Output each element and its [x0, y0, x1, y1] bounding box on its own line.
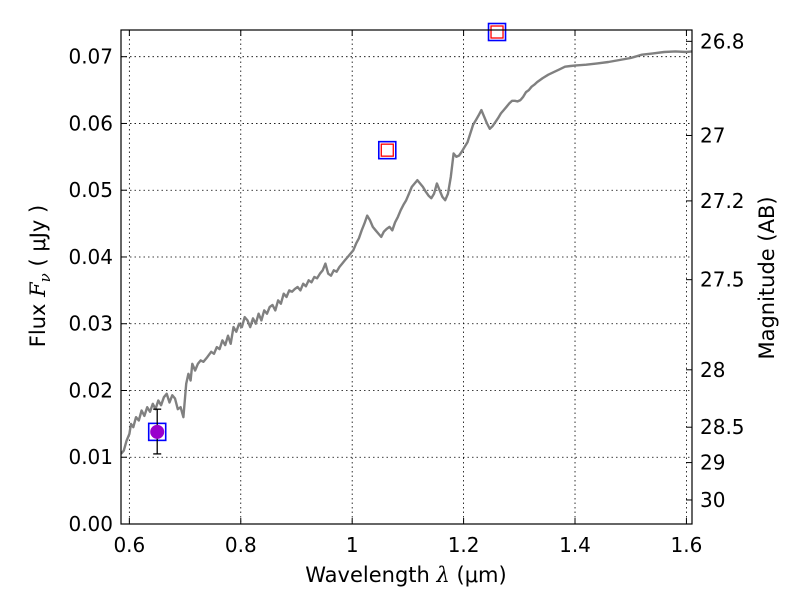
y2-tick-label: 30: [700, 488, 725, 512]
y-tick-label: 0.05: [68, 178, 113, 202]
x-tick-label: 1.6: [671, 533, 703, 557]
y-axis-label-units: ( μJy ): [26, 205, 50, 273]
x-tick-label: 0.6: [113, 533, 145, 557]
y-axis-label: Flux Fν ( μJy ): [26, 205, 54, 347]
y-tick-label: 0.01: [68, 445, 113, 469]
y-tick-label: 0.00: [68, 512, 113, 536]
y-tick-label: 0.02: [68, 378, 113, 402]
y2-tick-label: 29: [700, 451, 725, 475]
y-tick-label: 0.04: [68, 245, 113, 269]
blue-square-marker: [487, 22, 507, 42]
plot-frame: [120, 29, 693, 525]
x-axis-label-symbol: λ: [436, 563, 450, 587]
x-axis-label: Wavelength λ (μm): [305, 563, 506, 587]
y-axis-label-symbol: F: [26, 281, 50, 298]
model-spectrum-line: [121, 50, 692, 455]
x-tick-label: 1.4: [559, 533, 591, 557]
y2-tick-label: 27: [700, 123, 725, 147]
y2-tick-label: 28: [700, 358, 725, 382]
axis-ticks: [121, 30, 692, 525]
x-axis-label-units: (μm): [450, 563, 507, 587]
y2-axis-label: Magnitude (AB): [755, 196, 779, 359]
red-square-marker: [380, 143, 394, 157]
y-tick-label: 0.06: [68, 111, 113, 135]
blue-square-marker: [377, 140, 397, 160]
x-tick-labels: 0.6 0.8 1 1.2 1.4 1.6: [113, 533, 702, 557]
series-group: [121, 50, 692, 455]
red-square-marker: [490, 25, 504, 39]
x-tick-label: 1: [346, 533, 359, 557]
y-axis-label-prefix: Flux: [26, 297, 50, 347]
x-tick-label: 1.2: [448, 533, 480, 557]
x-tick-label: 0.8: [225, 533, 257, 557]
x-axis-label-prefix: Wavelength: [305, 563, 436, 587]
y-tick-label: 0.03: [68, 312, 113, 336]
y-tick-label: 0.07: [68, 45, 113, 69]
y2-tick-labels: 26.8 27 27.2 27.5 28 28.5 29 30: [700, 29, 745, 512]
grid-lines: [121, 30, 692, 524]
plot-area: [121, 22, 692, 455]
y2-tick-label: 27.5: [700, 268, 745, 292]
y2-tick-label: 27.2: [700, 189, 745, 213]
detection-circle-marker: [150, 424, 165, 439]
y-tick-labels: 0.00 0.01 0.02 0.03 0.04 0.05 0.06 0.07: [68, 45, 113, 536]
photometry-markers: [147, 22, 507, 455]
y-axis-label-subscript: ν: [36, 273, 54, 282]
y2-tick-label: 28.5: [700, 415, 745, 439]
y2-tick-label: 26.8: [700, 29, 745, 53]
